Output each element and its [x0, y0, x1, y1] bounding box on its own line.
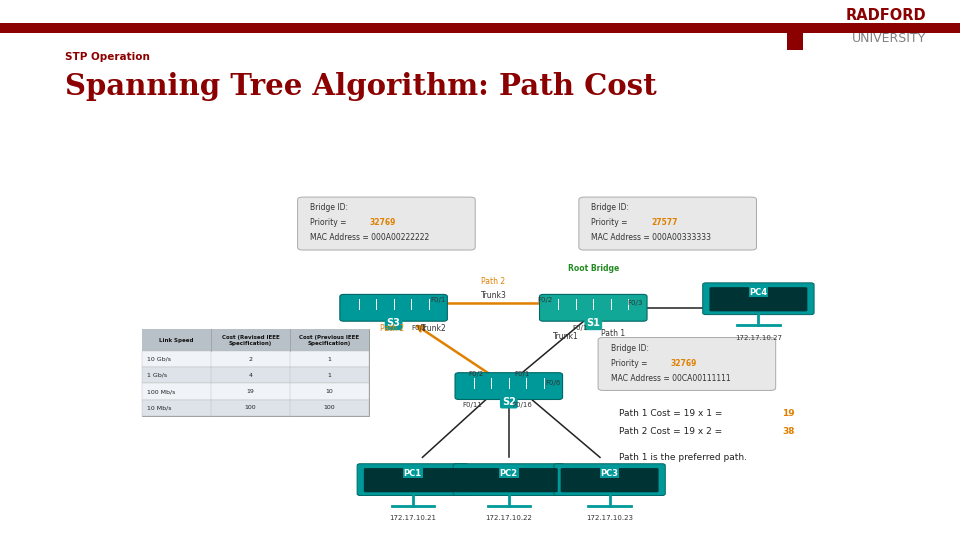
Text: Link Speed: Link Speed	[159, 338, 194, 343]
Text: Path 2: Path 2	[481, 278, 506, 286]
Text: PC4: PC4	[750, 288, 767, 297]
Text: 27577: 27577	[651, 218, 678, 227]
FancyBboxPatch shape	[298, 197, 475, 250]
Text: 4: 4	[249, 373, 252, 378]
FancyBboxPatch shape	[340, 294, 447, 321]
Text: Path 2 Cost = 19 x 2 =: Path 2 Cost = 19 x 2 =	[619, 428, 725, 436]
Text: Trunk1: Trunk1	[553, 332, 578, 341]
Text: UNIVERSITY: UNIVERSITY	[852, 32, 926, 45]
Text: Cost (Revised IEEE
Specification): Cost (Revised IEEE Specification)	[222, 335, 279, 346]
Text: F0/16: F0/16	[513, 402, 533, 408]
Text: Bridge ID:: Bridge ID:	[611, 344, 649, 353]
Text: MAC Address = 000A00222222: MAC Address = 000A00222222	[310, 233, 429, 242]
FancyBboxPatch shape	[364, 468, 462, 492]
Text: 1: 1	[327, 356, 331, 362]
Text: Path 1: Path 1	[601, 329, 626, 338]
Text: S1: S1	[587, 318, 600, 328]
Text: 32769: 32769	[370, 218, 396, 227]
Text: 10 Mb/s: 10 Mb/s	[147, 405, 172, 410]
Text: RADFORD: RADFORD	[846, 8, 926, 23]
FancyBboxPatch shape	[703, 283, 814, 315]
Text: F0/1: F0/1	[572, 325, 588, 332]
Text: Trunk2: Trunk2	[421, 323, 446, 333]
Text: F0/2: F0/2	[411, 325, 426, 332]
Text: 19: 19	[782, 409, 795, 417]
Text: 2: 2	[249, 356, 252, 362]
Text: 38: 38	[782, 428, 795, 436]
Text: Root Bridge: Root Bridge	[567, 265, 619, 273]
Text: Spanning Tree Algorithm: Path Cost: Spanning Tree Algorithm: Path Cost	[65, 72, 657, 101]
Text: F0/3: F0/3	[628, 300, 643, 307]
Text: MAC Address = 00CA00111111: MAC Address = 00CA00111111	[611, 374, 731, 383]
FancyBboxPatch shape	[554, 464, 665, 496]
FancyBboxPatch shape	[142, 367, 369, 383]
Text: MAC Address = 000A00333333: MAC Address = 000A00333333	[591, 233, 711, 242]
Text: PC3: PC3	[601, 469, 618, 478]
Text: 10: 10	[325, 389, 333, 394]
Text: F0/6: F0/6	[545, 380, 561, 387]
Text: F0/1: F0/1	[515, 371, 530, 377]
Text: Path 1 is the preferred path.: Path 1 is the preferred path.	[619, 453, 747, 462]
Text: Bridge ID:: Bridge ID:	[310, 204, 348, 212]
Text: S3: S3	[387, 318, 400, 328]
Text: 1: 1	[327, 373, 331, 378]
Text: 100: 100	[245, 405, 256, 410]
Text: STP Operation: STP Operation	[65, 52, 150, 62]
FancyBboxPatch shape	[709, 287, 807, 312]
Text: Priority =: Priority =	[611, 359, 649, 368]
Text: F0/1: F0/1	[430, 297, 445, 303]
Bar	[0, 23, 960, 33]
Text: PC2: PC2	[500, 469, 517, 478]
Text: 100 Mb/s: 100 Mb/s	[147, 389, 176, 394]
Text: 172.17.10.21: 172.17.10.21	[390, 516, 436, 522]
Text: 172.17.10.22: 172.17.10.22	[486, 516, 532, 522]
FancyBboxPatch shape	[453, 464, 564, 496]
Text: 10 Gb/s: 10 Gb/s	[147, 356, 171, 362]
FancyBboxPatch shape	[142, 351, 369, 367]
Text: Priority =: Priority =	[310, 218, 348, 227]
Text: 172.17.10.23: 172.17.10.23	[587, 516, 633, 522]
FancyBboxPatch shape	[598, 338, 776, 390]
Text: 32769: 32769	[670, 359, 696, 368]
Text: 19: 19	[247, 389, 254, 394]
Text: Cost (Previous IEEE
Specification): Cost (Previous IEEE Specification)	[300, 335, 359, 346]
Text: 100: 100	[324, 405, 335, 410]
FancyBboxPatch shape	[142, 329, 369, 416]
Text: PC1: PC1	[404, 469, 421, 478]
Text: Path 1 Cost = 19 x 1 =: Path 1 Cost = 19 x 1 =	[619, 409, 726, 417]
Text: S2: S2	[502, 396, 516, 407]
FancyBboxPatch shape	[142, 383, 369, 400]
Text: 172.17.10.27: 172.17.10.27	[735, 335, 781, 341]
Text: 1 Gb/s: 1 Gb/s	[147, 373, 167, 378]
FancyBboxPatch shape	[579, 197, 756, 250]
Text: F0/2: F0/2	[538, 297, 553, 303]
Text: F0/2: F0/2	[468, 371, 484, 377]
FancyBboxPatch shape	[460, 468, 558, 492]
Text: F0/11: F0/11	[463, 402, 483, 408]
FancyBboxPatch shape	[561, 468, 659, 492]
Text: Bridge ID:: Bridge ID:	[591, 204, 630, 212]
FancyBboxPatch shape	[455, 373, 563, 400]
Bar	[787, 28, 803, 50]
Text: Priority =: Priority =	[591, 218, 630, 227]
Text: Trunk3: Trunk3	[481, 292, 506, 300]
FancyBboxPatch shape	[540, 294, 647, 321]
FancyBboxPatch shape	[357, 464, 468, 496]
FancyBboxPatch shape	[142, 400, 369, 416]
Text: Path 2: Path 2	[379, 323, 404, 333]
FancyBboxPatch shape	[142, 329, 369, 351]
